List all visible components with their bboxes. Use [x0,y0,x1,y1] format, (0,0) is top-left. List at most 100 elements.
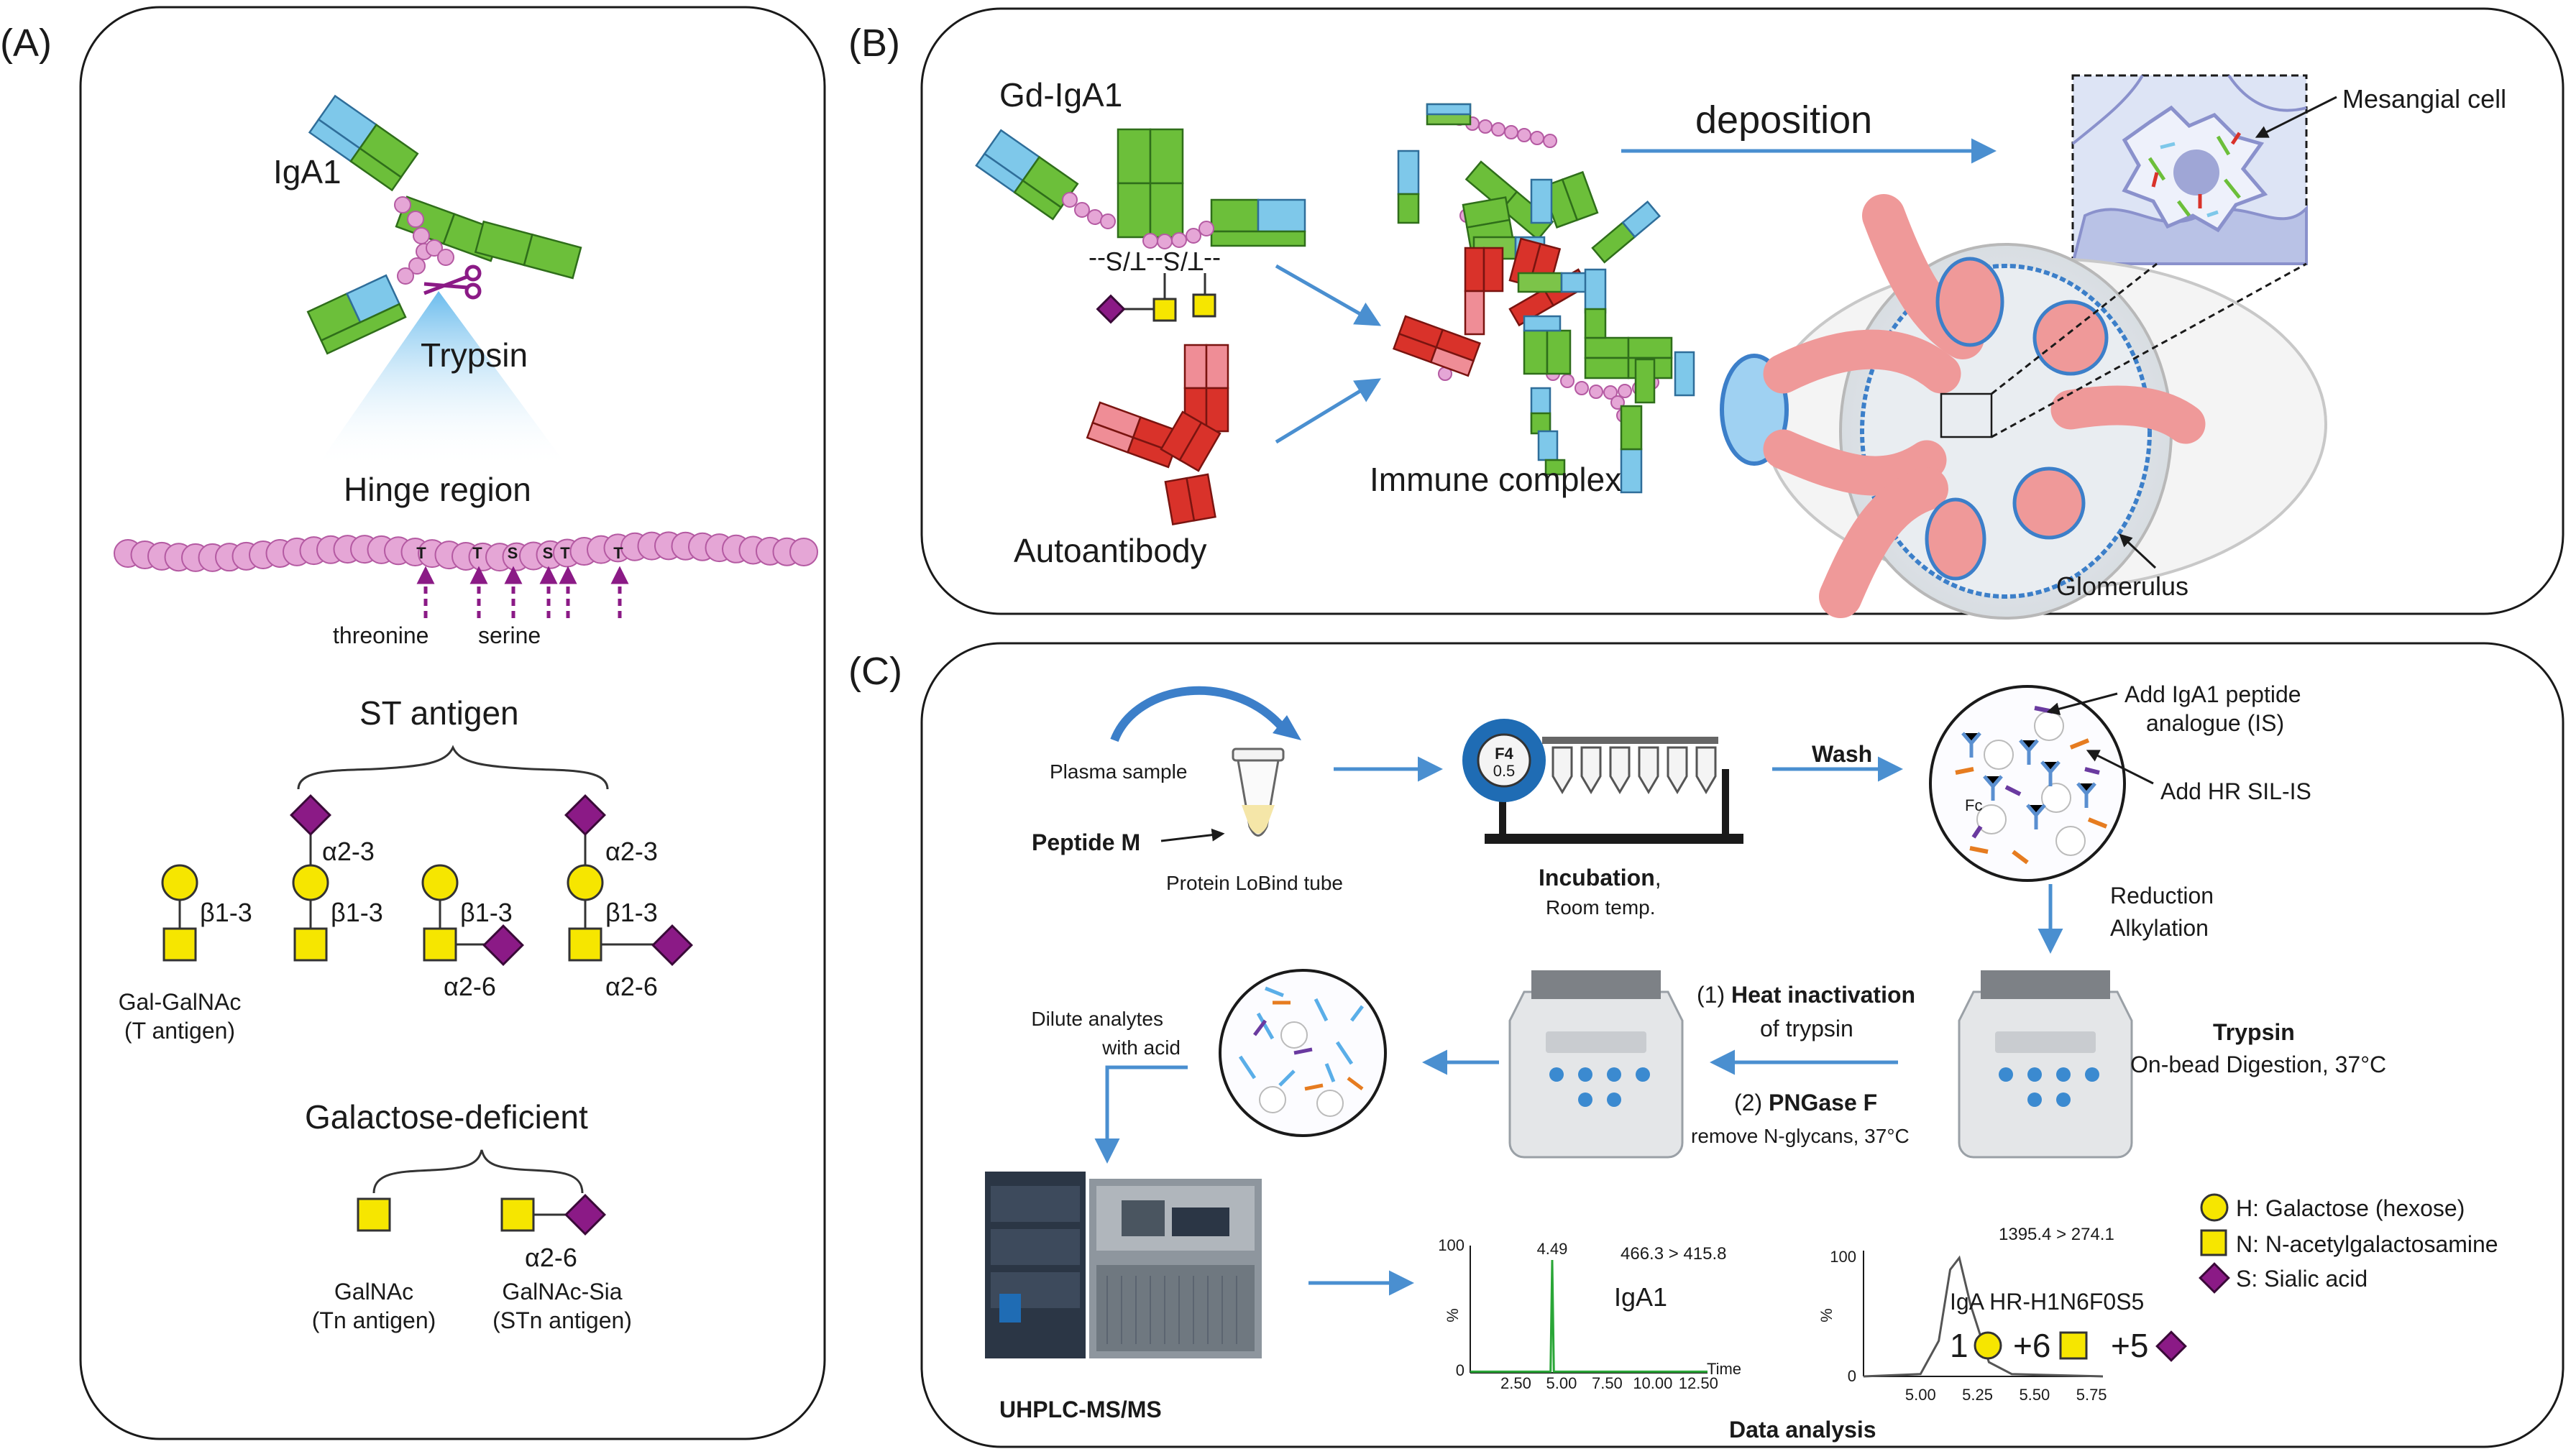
bead-antibody-circle [1929,685,2126,882]
peptide-m-label: Peptide M [1032,829,1140,855]
hr-silis-pointer [2086,750,2154,785]
data-analysis-label: Data analysis [1729,1417,1876,1443]
t-antigen-label: (T antigen) [124,1018,235,1044]
deposition-label: deposition [1695,98,1872,142]
rotor-setting-value: 0.5 [1493,762,1516,780]
legend-galactose-icon [2200,1193,2229,1222]
chart2-x-tick: 5.75 [2076,1386,2107,1404]
chart2-series-line [1863,1255,2104,1378]
glomerulus-label: Glomerulus [2056,571,2188,601]
chart2-x-ticks: 5.00 5.25 5.50 5.75 [1905,1386,2107,1404]
to-lcms-arrow [1094,1065,1188,1164]
chart-hr-glycopeptide: 100 0 % 5.00 5.25 5.50 5.75 1395.4 > 274… [1818,1225,2187,1404]
dilute-line1: Dilute analytes [1031,1008,1163,1030]
st-antigen-glycan-a23 [290,794,331,962]
mesangial-cell-label: Mesangial cell [2342,84,2506,114]
hinge-residue: S [508,544,518,562]
pngase-text: (2) PNGase F [1734,1090,1877,1116]
chart2-x-tick: 5.00 [1905,1386,1936,1404]
pngase-step-number: (2) [1734,1090,1762,1116]
iga1-label: IgA1 [273,153,342,190]
mesangial-pointer [2255,96,2337,138]
chart2-title: IgA HR-H1N6F0S5 [1950,1289,2144,1315]
trypsin-cone [316,291,568,467]
iga1-molecule [306,94,582,355]
heat-step-number: (1) [1697,982,1725,1008]
legend-item: H: Galactose (hexose) [2236,1195,2465,1221]
fc-label: Fc [1965,796,1982,814]
hinge-residue: S [543,544,554,562]
wash-label: Wash [1812,741,1872,767]
hinge-residues: T T S S T T [416,544,623,562]
serine-label: serine [478,622,541,648]
chart2-comp-h-icon [1974,1331,2002,1360]
lobind-tube [1232,748,1285,837]
hinge-residue: T [472,544,482,562]
legend-item: N: N-acetylgalactosamine [2236,1231,2498,1257]
hinge-bead-chain [114,531,818,572]
scissors-icon [423,264,482,300]
gd-iga1-label: Gd-IgA1 [999,76,1122,114]
stn-antigen-glycan [500,1194,606,1236]
disialyl-alpha26-linkage: α2-6 [605,972,658,1001]
stn-alpha-linkage: α2-6 [525,1243,577,1272]
chart2-comp-n: +6 [2013,1327,2050,1364]
galactose-deficient-brace [372,1149,584,1194]
autoantibody-label: Autoantibody [1014,532,1207,569]
remove-nglycans-label: remove N-glycans, 37°C [1691,1125,1910,1147]
panel-c-frame [920,642,2564,1448]
chart2-comp-h: 1 [1950,1327,1968,1364]
panel-c: (C) Plasma sample Peptide M Protein LoBi… [848,642,2564,1448]
of-trypsin-label: of trypsin [1760,1016,1853,1041]
trypsin-label: Trypsin [421,336,528,374]
tn-antigen-label: (Tn antigen) [312,1307,436,1333]
st-a26-alpha-linkage: α2-6 [444,972,496,1001]
panel-b: (B) Gd-IgA1 [848,7,2564,620]
t-antigen-glycan [161,864,198,962]
gd-glycans [1096,273,1216,324]
chart1-x-tick: 2.50 [1500,1374,1531,1392]
chart2-x-tick: 5.50 [2019,1386,2050,1404]
trypsin-step-label: Trypsin [2213,1019,2295,1045]
legend-sialic-icon [2199,1262,2230,1294]
t-antigen-beta-linkage: β1-3 [200,898,252,927]
add-hr-label: Add HR SIL-IS [2160,778,2311,804]
room-temp-label: Room temp. [1546,896,1656,919]
t-s-sites-label: --T/S--T/S-- [1088,247,1221,276]
glomerulus-pointer [2119,533,2157,569]
chart1-x-tick: 5.00 [1546,1374,1577,1392]
chart2-comp-n-icon [2059,1331,2088,1360]
panel-a-frame [79,6,826,1440]
chart2-ylabel: % [1818,1308,1835,1322]
galactose-deficient-heading: Galactose-deficient [305,1098,588,1136]
chart1-x-tick: 12.50 [1679,1374,1718,1392]
iga1-is-pointer [2046,692,2118,716]
threonine-label: threonine [333,622,428,648]
reduction-label: Reduction [2110,883,2214,908]
thermomixer-pngase [1508,970,1684,1159]
immune-complex [1392,103,1695,494]
pngase-label: PNGase F [1769,1090,1877,1116]
uhplc-ms-instrument [985,1172,1262,1358]
peptide-circle [1219,969,1387,1137]
panel-b-label: (B) [848,22,900,65]
galnac-sia-label: GalNAc-Sia [502,1279,622,1305]
thermomixer-trypsin [1958,970,2133,1159]
st-antigen-brace [297,745,609,790]
uhplc-label: UHPLC-MS/MS [999,1397,1162,1422]
hinge-bead [789,537,818,566]
chart2-y-zero: 0 [1848,1367,1856,1385]
chart2-transition: 1395.4 > 274.1 [1999,1225,2114,1244]
chart1-transition: 466.3 > 415.8 [1621,1244,1726,1264]
chart2-y-top: 100 [1830,1248,1856,1266]
legend-item: S: Sialic acid [2236,1266,2368,1292]
chart1-ylabel: % [1444,1308,1462,1322]
glomerulus-illustration [1720,194,2327,620]
gd-iga1-molecule [975,128,1306,249]
heat-inactivation-label: Heat inactivation [1731,982,1915,1008]
rotor-setting-label: F4 [1495,745,1513,763]
autoantibody-molecule [1086,344,1229,525]
chart-iga1: 100 0 % 4.49 2.50 5.00 7.50 10.00 12.50 … [1438,1236,1741,1392]
panel-c-label: (C) [848,650,902,693]
